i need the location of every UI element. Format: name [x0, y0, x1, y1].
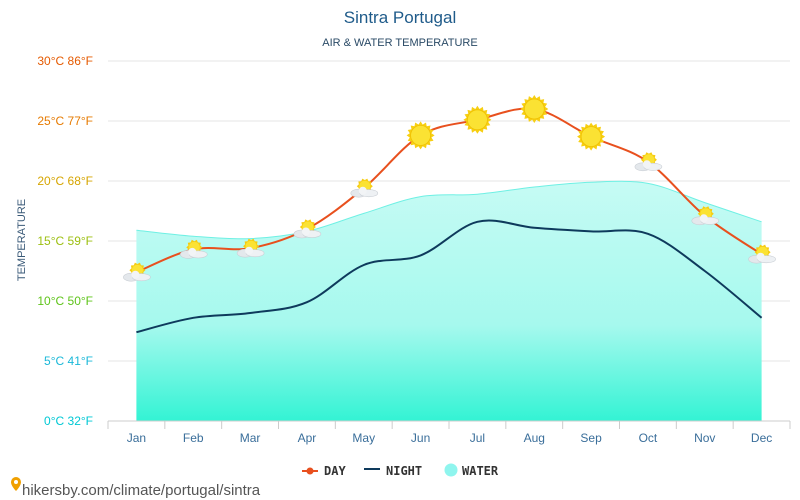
- chart-title: Sintra Portugal: [344, 8, 456, 27]
- partly-cloudy-icon: [293, 219, 322, 239]
- x-tick-label: Aug: [524, 431, 545, 445]
- legend-day[interactable]: DAY: [302, 464, 346, 478]
- legend-water-label: WATER: [462, 464, 499, 478]
- partly-cloudy-icon: [634, 152, 663, 172]
- y-tick-label: 0°C 32°F: [44, 414, 93, 428]
- legend: DAY NIGHT WATER: [302, 463, 499, 479]
- legend-night-label: NIGHT: [386, 464, 422, 478]
- y-axis-ticks: 0°C 32°F 5°C 41°F 10°C 50°F 15°C 59°F 20°C 6…: [37, 54, 93, 428]
- x-tick-label: Jul: [470, 431, 485, 445]
- y-tick-label: 10°C 50°F: [37, 294, 93, 308]
- x-tick-label: Mar: [240, 431, 261, 445]
- legend-night[interactable]: NIGHT: [364, 464, 422, 478]
- partly-cloudy-icon: [236, 238, 265, 258]
- water-area: [136, 181, 762, 421]
- footer[interactable]: hikersby.com/climate/portugal/sintra: [11, 477, 261, 499]
- y-tick-label: 5°C 41°F: [44, 354, 93, 368]
- weather-icons: [123, 95, 776, 282]
- sun-icon: [520, 95, 549, 123]
- x-tick-label: Oct: [639, 431, 658, 445]
- water-line: [136, 180, 762, 240]
- y-tick-label: 15°C 59°F: [37, 234, 93, 248]
- water-series: [136, 180, 762, 421]
- y-tick-label: 30°C 86°F: [37, 54, 93, 68]
- x-tick-label: Sep: [580, 431, 602, 445]
- partly-cloudy-icon: [180, 239, 208, 259]
- x-tick-label: Jun: [411, 431, 430, 445]
- x-axis: Jan Feb Mar Apr May Jun Jul Aug Sep Oct Nov Dec: [107, 420, 791, 445]
- x-tick-label: Jan: [127, 431, 146, 445]
- sun-icon: [463, 105, 492, 134]
- x-tick-label: Dec: [751, 431, 772, 445]
- night-series: [136, 219, 763, 334]
- partly-cloudy-icon: [748, 244, 776, 264]
- sun-icon: [406, 121, 435, 150]
- legend-day-label: DAY: [324, 464, 346, 478]
- y-tick-label: 20°C 68°F: [37, 174, 93, 188]
- partly-cloudy-icon: [123, 262, 151, 282]
- x-tick-label: May: [352, 431, 375, 445]
- partly-cloudy-icon: [350, 178, 379, 198]
- night-line: [136, 219, 763, 334]
- footer-url[interactable]: hikersby.com/climate/portugal/sintra: [22, 482, 261, 499]
- y-axis-label: TEMPERATURE: [16, 199, 28, 281]
- x-tick-label: Apr: [298, 431, 317, 445]
- chart-subtitle: AIR & WATER TEMPERATURE: [322, 37, 477, 49]
- legend-water[interactable]: WATER: [444, 463, 499, 479]
- x-tick-label: Feb: [183, 431, 204, 445]
- y-tick-label: 25°C 77°F: [37, 114, 93, 128]
- partly-cloudy-icon: [691, 206, 720, 226]
- sun-icon: [577, 122, 606, 151]
- x-tick-label: Nov: [694, 431, 715, 445]
